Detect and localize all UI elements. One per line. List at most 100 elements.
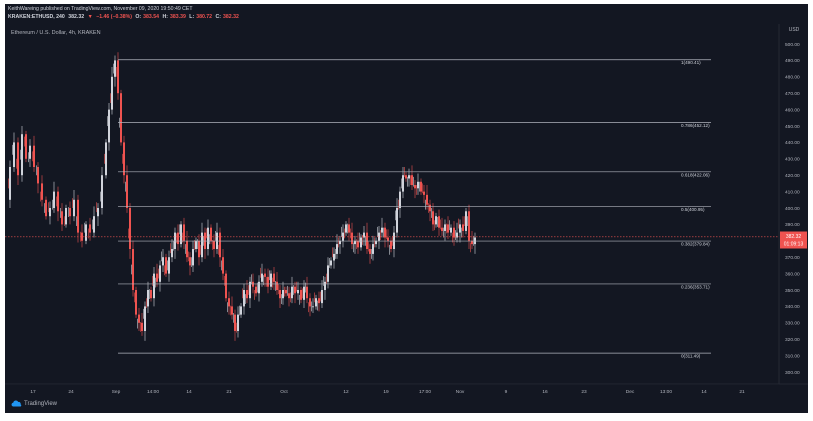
time-scale[interactable] <box>5 384 779 397</box>
candle-body <box>189 257 191 266</box>
candle-body <box>222 257 224 274</box>
low-value: 380.72 <box>196 14 213 20</box>
candle-body <box>171 249 173 258</box>
candle-body <box>120 93 122 143</box>
candle-body <box>177 232 179 245</box>
candle-body <box>279 290 281 299</box>
candle-body <box>9 167 11 200</box>
candle-body <box>342 232 344 241</box>
candle-body <box>129 208 131 249</box>
candle-body <box>108 109 110 143</box>
candle-body <box>372 244 374 254</box>
high-label: H: <box>162 14 168 20</box>
time-labels-group: 17 24 Sep 14:00 14 21 Oct 12 19 17:00 Nov 9 16 23 Dec 1… <box>30 389 745 395</box>
candle-body <box>459 224 461 233</box>
time-label: 21 <box>739 389 745 395</box>
chart-area[interactable]: Ethereum / U.S. Dollar, 4h, KRAKEN 1(490… <box>5 24 808 397</box>
time-label: 17:00 <box>419 389 431 395</box>
down-arrow-icon: ▼ <box>87 14 93 20</box>
candle-body <box>387 237 389 241</box>
time-label: 21 <box>226 389 232 395</box>
open-value: 383.54 <box>143 14 160 20</box>
countdown-timer: 01:09:13 <box>784 242 804 248</box>
candle-body <box>201 232 203 258</box>
candles-group <box>8 52 476 341</box>
candle-body <box>324 281 326 290</box>
candle-body <box>65 208 67 225</box>
candle-body <box>327 265 329 282</box>
candle-body <box>126 175 128 208</box>
candle-body <box>249 281 251 299</box>
candle-body <box>264 273 266 277</box>
tradingview-cloud-icon <box>11 400 22 407</box>
candle-body <box>468 211 470 241</box>
candle-body <box>306 286 308 299</box>
candle-body <box>159 265 161 282</box>
chart-header: KeithWareing published on TradingView.co… <box>5 4 808 24</box>
candle-body <box>85 224 87 241</box>
fib-level-label: 1(490.41) <box>681 60 701 65</box>
candle-body <box>237 314 239 331</box>
time-label: 24 <box>68 389 74 395</box>
candle-body <box>123 142 125 176</box>
candle-body <box>273 273 275 282</box>
price-label: 390.00 <box>785 222 800 228</box>
price-label: 370.00 <box>785 255 800 261</box>
candle-body <box>438 216 440 228</box>
price-scale[interactable] <box>779 24 808 384</box>
candle-body <box>77 199 79 233</box>
candle-body <box>207 227 209 249</box>
time-label: 14:00 <box>147 389 159 395</box>
candle-body <box>357 240 359 248</box>
price-label: 400.00 <box>785 206 800 212</box>
candle-body <box>231 306 233 315</box>
candle-body <box>213 240 215 249</box>
fib-level-label: 0(311.49) <box>681 354 701 359</box>
candle-body <box>465 211 467 231</box>
last-price: 382.32 <box>68 14 85 20</box>
candle-body <box>135 290 137 315</box>
price-label: 440.00 <box>785 140 800 146</box>
candle-body <box>198 240 200 258</box>
open-label: O: <box>135 14 142 20</box>
candle-body <box>114 60 116 77</box>
brand-name: TradingView <box>24 400 58 407</box>
fib-levels-group[interactable]: 1(490.41) 0.786(452.12) 0.618(422.06) 0.5(4… <box>118 59 711 359</box>
candle-body <box>165 257 167 274</box>
candle-body <box>17 142 19 176</box>
price-label: 340.00 <box>785 304 800 310</box>
candle-body <box>141 322 143 331</box>
price-chart[interactable]: Ethereum / U.S. Dollar, 4h, KRAKEN 1(490… <box>5 24 808 397</box>
candle-body <box>49 208 51 217</box>
price-label: 430.00 <box>785 157 800 163</box>
price-label: 500.00 <box>785 42 800 48</box>
time-label: 17 <box>30 389 36 395</box>
price-label: 460.00 <box>785 107 800 113</box>
candle-body <box>408 175 410 179</box>
candle-body <box>117 60 119 94</box>
candle-body <box>381 227 383 233</box>
candle-body <box>144 306 146 331</box>
candle-body <box>321 290 323 304</box>
candle-body <box>375 240 377 245</box>
published-info: KeithWareing published on TradingView.co… <box>8 6 193 12</box>
candle-body <box>180 224 182 245</box>
candle-body <box>303 286 305 300</box>
candle-body <box>429 204 431 212</box>
candle-body <box>138 314 140 323</box>
candle-body <box>162 257 164 266</box>
candle-body <box>411 175 413 186</box>
candle-body <box>423 191 425 195</box>
candle-body <box>73 199 75 217</box>
price-change: −1.46 (−0.38%) <box>96 14 132 20</box>
tradingview-logo[interactable]: TradingView <box>11 400 57 407</box>
candle-body <box>288 293 290 299</box>
time-label: Nov <box>456 389 465 395</box>
fib-level-label: 0.786(452.12) <box>681 123 710 128</box>
candle-body <box>276 281 278 290</box>
price-label: 360.00 <box>785 271 800 277</box>
candle-body <box>291 286 293 299</box>
price-label: 320.00 <box>785 337 800 343</box>
high-value: 383.39 <box>169 14 186 20</box>
candle-body <box>426 194 428 205</box>
